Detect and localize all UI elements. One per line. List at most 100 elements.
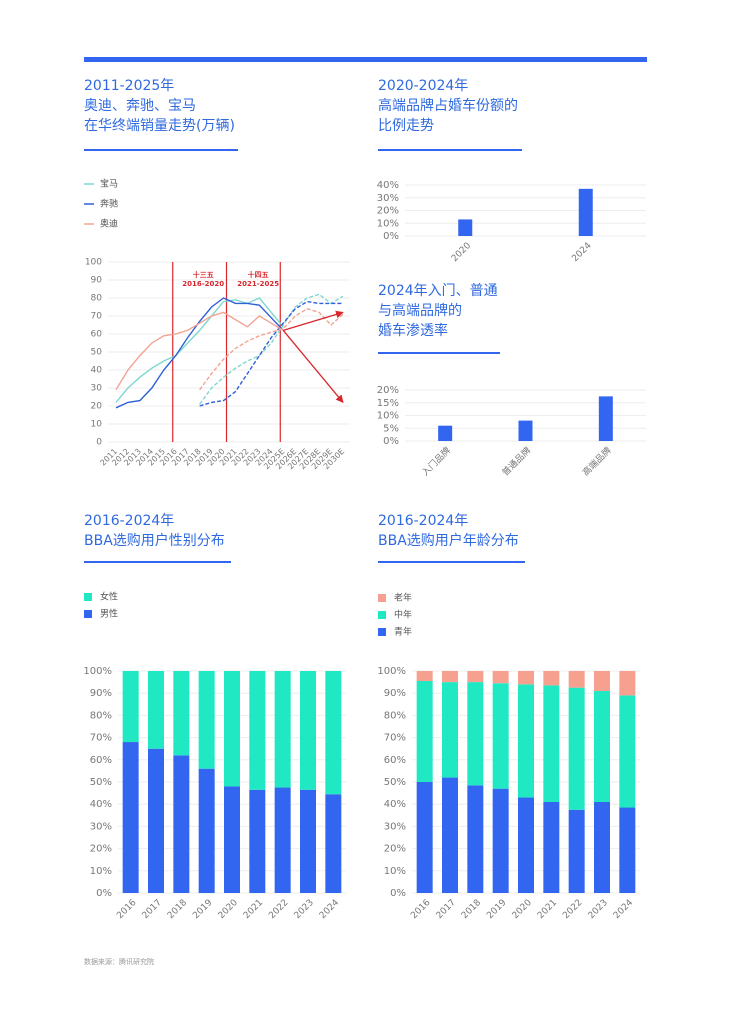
bar-segment <box>249 789 266 893</box>
x-tick-label: 2021 <box>242 898 265 921</box>
underline <box>378 561 525 563</box>
x-tick-label: 2021 <box>536 898 559 921</box>
legend-label: 老年 <box>394 592 412 604</box>
underline <box>84 561 231 563</box>
y-tick-label: 60 <box>91 330 103 340</box>
y-tick-label: 40% <box>384 799 406 810</box>
x-tick-label: 2019 <box>191 898 214 921</box>
x-tick-label: 2017 <box>435 898 458 921</box>
bar-segment <box>416 671 433 681</box>
underline <box>84 149 238 151</box>
bar-segment <box>442 671 458 683</box>
bar-segment <box>568 687 585 810</box>
bar-segment <box>122 742 139 893</box>
series-line <box>115 297 284 403</box>
bar-segment <box>594 801 610 893</box>
bar-segment <box>416 680 433 782</box>
bar-segment <box>198 768 215 893</box>
trend-arrow <box>282 329 344 404</box>
bar-segment <box>518 797 534 893</box>
y-tick-label: 30% <box>90 821 112 832</box>
y-tick-label: 40% <box>377 180 399 191</box>
legend-swatch <box>84 610 92 618</box>
y-tick-label: 15% <box>377 398 399 409</box>
y-tick-label: 10% <box>377 218 399 229</box>
bar-segment <box>467 785 484 893</box>
bar <box>518 420 533 441</box>
bar-segment <box>173 671 190 756</box>
chart-title: 2016-2024年 BBA选购用户年龄分布 <box>378 513 519 549</box>
bar-segment <box>442 777 458 893</box>
bar-segment <box>568 809 585 893</box>
bar-segment <box>619 807 636 893</box>
x-tick-label: 2019 <box>485 898 508 921</box>
bar-segment <box>300 789 316 893</box>
y-tick-label: 100% <box>377 666 406 677</box>
legend-label: 女性 <box>100 591 118 603</box>
underline <box>378 352 500 354</box>
x-tick-label: 2022 <box>561 898 584 921</box>
source-note: 数据来源：腾讯研究院 <box>84 958 154 966</box>
y-tick-label: 70% <box>90 733 112 744</box>
legend-swatch <box>378 628 386 636</box>
y-tick-label: 60% <box>90 755 112 766</box>
y-tick-label: 100 <box>85 258 102 268</box>
legend-label: 中年 <box>394 609 412 621</box>
y-tick-label: 50 <box>91 348 103 358</box>
x-tick-label: 高端品牌 <box>580 444 614 478</box>
bar-segment <box>518 671 534 685</box>
bar <box>438 425 453 441</box>
y-tick-label: 80% <box>384 710 406 721</box>
bar-segment <box>274 671 291 788</box>
x-tick-label: 2016 <box>409 898 432 921</box>
x-tick-label: 入门品牌 <box>419 444 453 478</box>
forecast-line <box>199 300 343 407</box>
bar-segment <box>492 683 509 789</box>
y-tick-label: 0% <box>383 231 399 242</box>
bar <box>458 219 473 236</box>
bar-segment <box>619 695 636 808</box>
bar-segment <box>224 671 240 787</box>
bar-segment <box>467 671 484 683</box>
x-tick-label: 2020 <box>450 241 473 264</box>
x-tick-label: 2024 <box>570 241 593 264</box>
y-tick-label: 70% <box>384 733 406 744</box>
y-tick-label: 10% <box>377 411 399 422</box>
y-tick-label: 20 <box>91 402 103 412</box>
bar-segment <box>442 682 458 778</box>
x-tick-label: 2020 <box>217 898 240 921</box>
y-tick-label: 30 <box>91 384 103 394</box>
x-tick-label: 2020 <box>511 898 534 921</box>
y-tick-label: 10% <box>90 866 112 877</box>
annotation: 十四五 2021-2025 <box>237 271 280 288</box>
bar-segment <box>594 671 610 691</box>
x-tick-label: 2016 <box>115 898 138 921</box>
bar-segment <box>325 794 342 893</box>
bar <box>578 188 593 236</box>
bar-segment <box>543 685 560 802</box>
y-tick-label: 50% <box>384 777 406 788</box>
y-tick-label: 60% <box>384 755 406 766</box>
bar-segment <box>594 690 610 802</box>
bar-segment <box>543 671 560 686</box>
bar-segment <box>274 787 291 893</box>
y-tick-label: 0% <box>390 888 406 899</box>
y-tick-label: 0% <box>383 436 399 447</box>
bar-segment <box>518 684 534 798</box>
legend-label: 奥迪 <box>100 218 118 230</box>
series-line <box>115 311 284 391</box>
y-tick-label: 10 <box>91 420 103 430</box>
y-tick-label: 30% <box>384 821 406 832</box>
y-tick-label: 50% <box>90 777 112 788</box>
y-tick-label: 0 <box>96 438 102 448</box>
y-tick-label: 90% <box>384 688 406 699</box>
x-tick-label: 2018 <box>166 898 189 921</box>
x-tick-label: 2022 <box>267 898 290 921</box>
legend-swatch <box>84 593 92 601</box>
top-bar <box>84 57 647 62</box>
bar-segment <box>543 801 560 893</box>
legend-label: 宝马 <box>100 178 118 190</box>
y-tick-label: 20% <box>90 844 112 855</box>
